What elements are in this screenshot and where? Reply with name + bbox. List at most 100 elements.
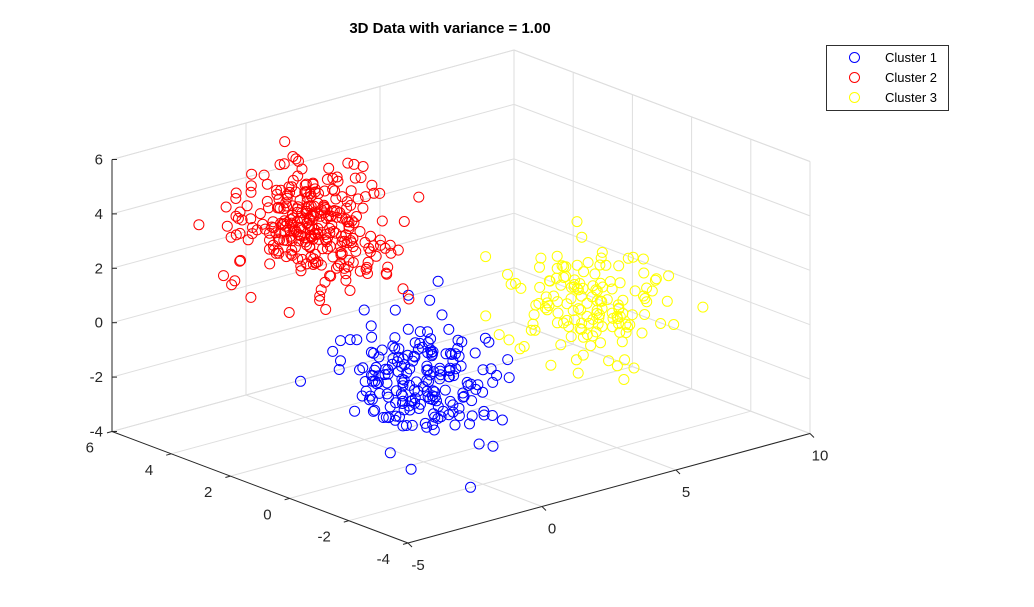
point [323, 162, 335, 174]
point [264, 234, 275, 246]
point [603, 355, 615, 367]
point [230, 187, 242, 199]
point [281, 192, 293, 204]
y-tick [166, 453, 172, 456]
x-tick [407, 542, 413, 548]
y-tick-label: 2 [204, 484, 212, 501]
x-tick-label: 5 [682, 484, 690, 501]
point [574, 323, 586, 335]
point [295, 375, 306, 387]
point [278, 234, 290, 246]
point [246, 168, 258, 180]
point [358, 304, 370, 316]
point [331, 205, 343, 217]
grid-line [513, 158, 811, 271]
point [503, 372, 515, 384]
point [286, 249, 298, 261]
series-cluster-2 [193, 136, 425, 318]
grid-line [245, 394, 543, 507]
point [422, 364, 434, 376]
point [367, 405, 379, 417]
grid-line [111, 158, 515, 269]
point [263, 202, 274, 214]
point [349, 172, 361, 184]
point [350, 245, 362, 257]
point [421, 421, 433, 433]
point [236, 214, 248, 226]
point [403, 293, 415, 305]
point [611, 360, 623, 372]
point [366, 331, 378, 343]
point [310, 257, 322, 269]
point [619, 354, 631, 366]
point [572, 284, 584, 296]
point [320, 304, 332, 315]
point [351, 211, 362, 222]
point [346, 237, 358, 249]
point [264, 243, 275, 255]
point [352, 193, 364, 205]
y-tick [225, 475, 231, 478]
point [230, 193, 242, 204]
point [446, 349, 458, 360]
point [528, 309, 540, 321]
point [301, 192, 313, 204]
point [321, 243, 333, 255]
x-tick-label: 10 [812, 448, 829, 465]
point [315, 259, 327, 271]
point [245, 213, 257, 225]
point [309, 248, 321, 260]
point [487, 440, 499, 452]
point [304, 240, 316, 252]
point [335, 335, 346, 347]
point [326, 206, 338, 217]
point [295, 260, 307, 272]
point [292, 170, 304, 182]
legend-item-cluster-3: Cluster 3 [827, 88, 948, 108]
point [314, 295, 326, 306]
point [345, 185, 357, 197]
legend: Cluster 1 Cluster 2 Cluster 3 [826, 45, 949, 111]
point [376, 215, 388, 227]
point [325, 270, 337, 282]
point [335, 249, 347, 261]
point [594, 309, 605, 321]
point [220, 201, 232, 213]
point [496, 414, 508, 426]
point [583, 317, 595, 329]
point [485, 363, 497, 375]
point [560, 261, 572, 273]
grid-line [513, 212, 811, 326]
point [426, 348, 438, 360]
point [370, 250, 382, 262]
point [362, 268, 373, 279]
point [595, 252, 607, 264]
point [397, 283, 409, 295]
point [364, 390, 376, 402]
point [502, 354, 514, 366]
point [404, 363, 416, 375]
point [293, 235, 305, 247]
point [327, 172, 339, 184]
point [355, 172, 367, 184]
point [335, 355, 346, 367]
point [372, 377, 384, 388]
point [380, 267, 392, 279]
point [503, 334, 515, 346]
z-tick-label: 4 [95, 206, 103, 223]
point [344, 334, 356, 346]
point [505, 278, 517, 290]
point [283, 181, 295, 193]
point [279, 226, 291, 238]
point [472, 379, 484, 391]
point [429, 391, 441, 403]
point [279, 136, 291, 148]
point [276, 219, 288, 231]
grid-line [289, 388, 692, 499]
x-tick [675, 469, 681, 475]
point [392, 366, 404, 378]
point [301, 186, 313, 198]
point [412, 343, 424, 355]
point [329, 185, 341, 197]
point [381, 377, 393, 389]
